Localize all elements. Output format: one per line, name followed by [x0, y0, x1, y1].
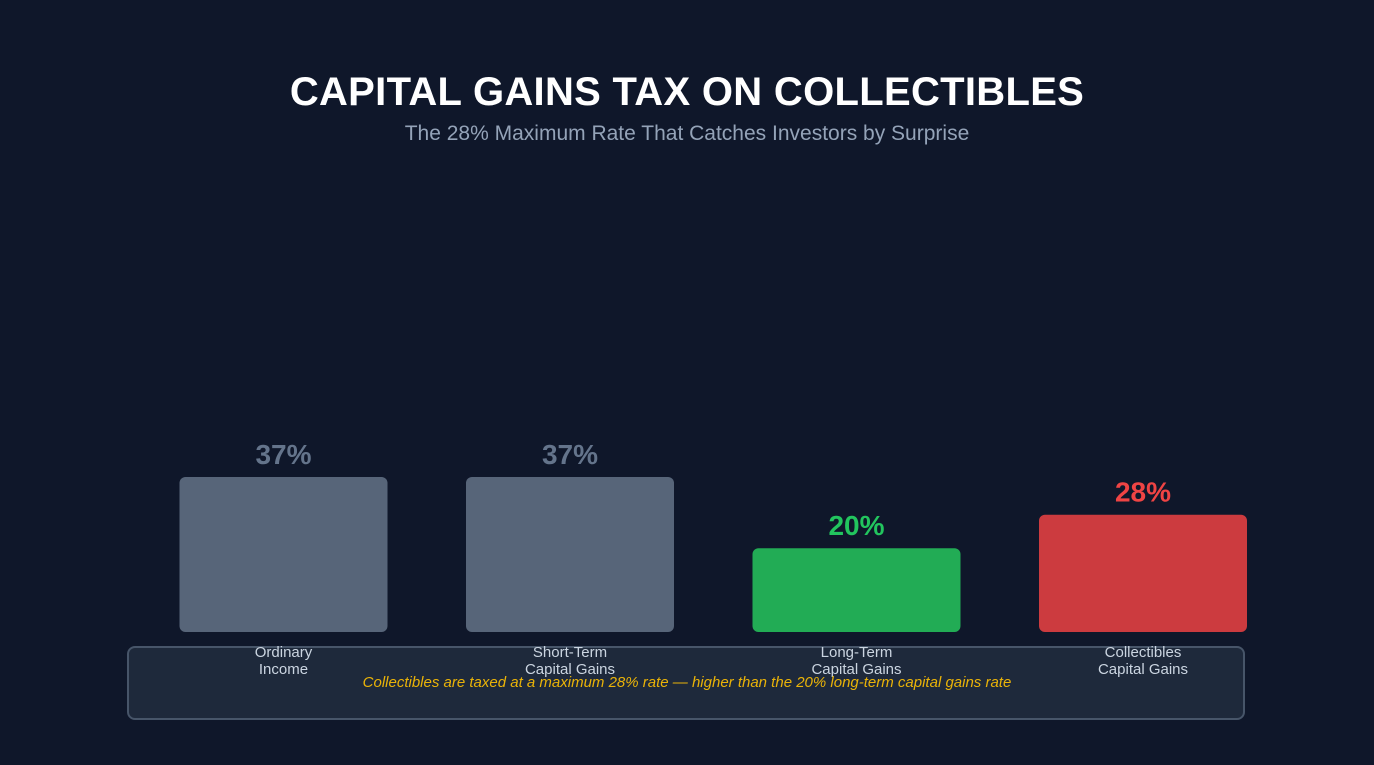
bar-2: [752, 548, 961, 632]
chart-title: CAPITAL GAINS TAX ON COLLECTIBLES: [289, 70, 1085, 114]
bar-3: [1039, 514, 1247, 632]
chart-subtitle: The 28% Maximum Rate That Catches Invest…: [404, 122, 970, 145]
value-label-0: 37%: [255, 439, 311, 470]
bar-1: [466, 477, 674, 632]
category-label-0-line-0: Ordinary: [255, 644, 313, 661]
category-label-2-line-1: Capital Gains: [811, 661, 901, 678]
category-label-0-line-1: Income: [259, 661, 308, 678]
category-label-3-line-0: Collectibles: [1105, 644, 1182, 661]
bar-0: [179, 477, 388, 632]
value-label-2: 20%: [828, 510, 884, 541]
category-label-2-line-0: Long-Term: [821, 644, 893, 661]
category-label-1-line-0: Short-Term: [533, 644, 607, 661]
value-label-3: 28%: [1115, 477, 1171, 508]
category-label-3-line-1: Capital Gains: [1098, 661, 1188, 678]
value-label-1: 37%: [542, 439, 598, 470]
note-text: Collectibles are taxed at a maximum 28% …: [362, 674, 1012, 691]
note-box: [127, 646, 1245, 720]
category-label-1-line-1: Capital Gains: [525, 661, 615, 678]
